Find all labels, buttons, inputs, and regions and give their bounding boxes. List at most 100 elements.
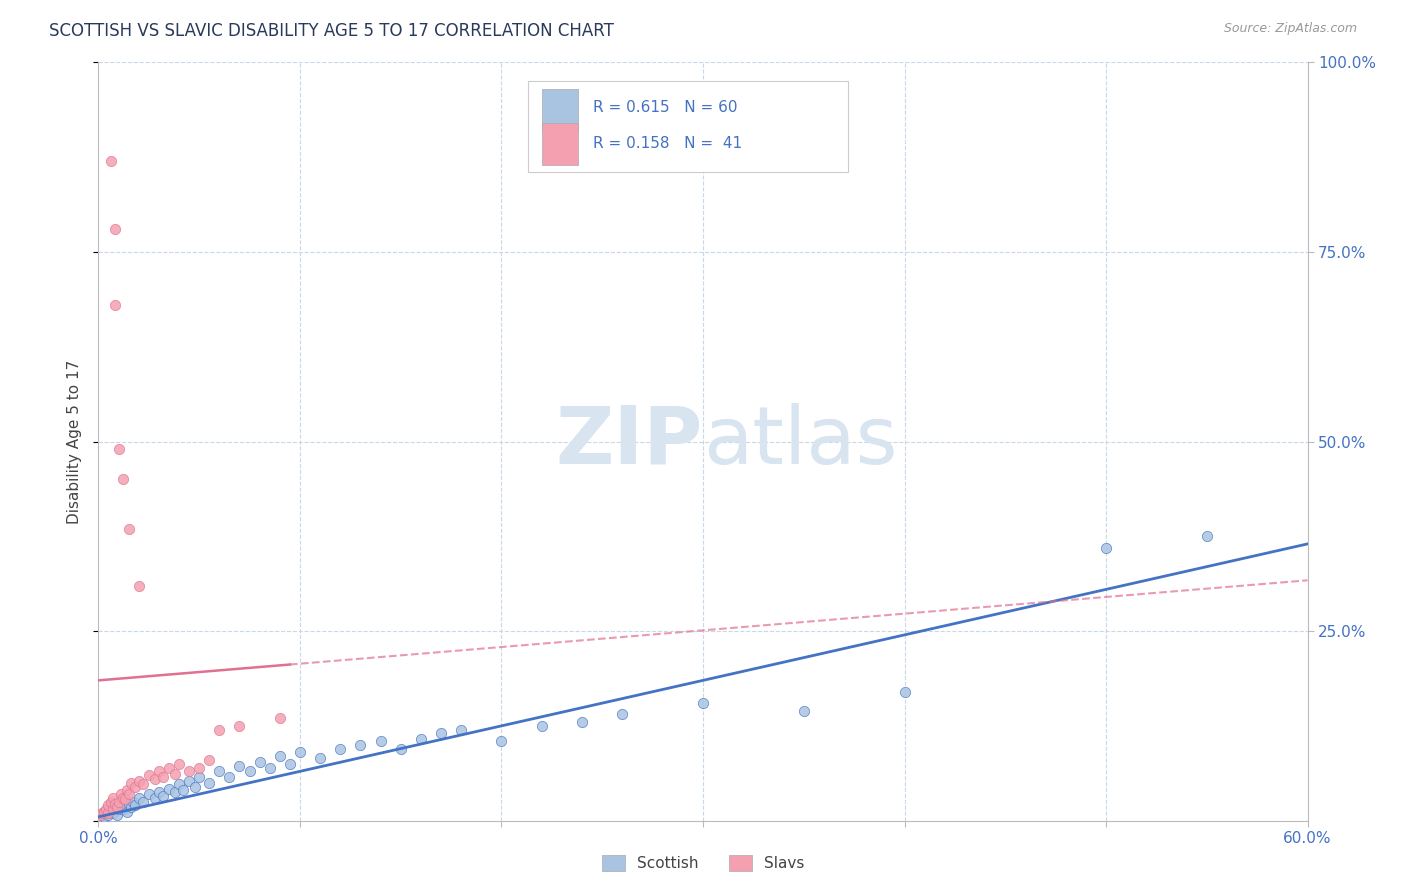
Point (450, 723, 472, 737)
Point (124, 798, 146, 813)
Point (115, 805, 138, 819)
Point (179, 774, 201, 789)
Point (118, 797, 141, 811)
Point (309, 751, 332, 765)
FancyBboxPatch shape (527, 81, 848, 172)
Point (114, 792, 136, 806)
Point (143, 772, 166, 786)
Point (163, 785, 186, 799)
Point (128, 579, 150, 593)
Point (571, 715, 593, 730)
Point (148, 764, 170, 779)
Point (228, 719, 250, 733)
Point (148, 785, 170, 799)
Point (101, 806, 124, 821)
Point (163, 766, 186, 780)
Point (96, 806, 118, 821)
Point (114, 800, 136, 814)
Point (103, 797, 125, 811)
Point (132, 795, 155, 809)
Text: atlas: atlas (703, 402, 897, 481)
Point (111, 802, 134, 816)
Point (239, 764, 262, 779)
Point (172, 783, 194, 797)
Text: R = 0.158   N =  41: R = 0.158 N = 41 (593, 136, 742, 151)
Point (100, 805, 122, 819)
Legend: Scottish, Slavs: Scottish, Slavs (596, 849, 810, 878)
Point (530, 719, 553, 733)
Point (793, 704, 815, 718)
Point (370, 734, 392, 748)
Point (105, 807, 128, 822)
Point (96, 802, 118, 816)
Point (103, 800, 125, 814)
Point (97, 806, 120, 821)
Point (121, 795, 143, 809)
Point (111, 791, 134, 805)
Point (269, 749, 291, 764)
Bar (543, 123, 578, 165)
Point (111, 473, 134, 487)
Point (152, 770, 174, 784)
Point (120, 800, 142, 814)
Point (259, 760, 281, 774)
Point (198, 753, 221, 767)
Point (100, 153, 122, 168)
Point (167, 756, 190, 771)
Point (198, 776, 221, 790)
Point (103, 298, 125, 312)
Point (893, 685, 915, 699)
Y-axis label: Disability Age 5 to 17: Disability Age 5 to 17 (67, 359, 83, 524)
Point (93, 805, 115, 819)
Point (93, 810, 115, 824)
Point (138, 768, 160, 782)
Text: R = 0.615   N = 60: R = 0.615 N = 60 (593, 101, 738, 115)
Point (349, 738, 371, 752)
Point (118, 522, 141, 536)
Point (103, 222, 125, 236)
Point (138, 787, 160, 801)
Point (188, 770, 211, 784)
Point (491, 734, 513, 748)
Point (115, 783, 138, 797)
Point (110, 798, 132, 813)
Point (167, 777, 190, 791)
Point (120, 776, 142, 790)
Point (91, 807, 114, 822)
Point (288, 746, 311, 760)
Point (107, 442, 129, 457)
Point (100, 795, 122, 809)
Point (101, 791, 124, 805)
Point (430, 726, 453, 740)
Point (124, 780, 146, 794)
Text: Source: ZipAtlas.com: Source: ZipAtlas.com (1223, 22, 1357, 36)
Point (101, 802, 124, 816)
Text: SCOTTISH VS SLAVIC DISABILITY AGE 5 TO 17 CORRELATION CHART: SCOTTISH VS SLAVIC DISABILITY AGE 5 TO 1… (49, 22, 614, 40)
Point (218, 770, 240, 784)
Point (1195, 529, 1218, 543)
Point (97, 807, 120, 822)
Point (692, 696, 714, 710)
Point (93, 805, 115, 819)
Point (97, 802, 120, 816)
Point (105, 800, 128, 814)
Point (1095, 541, 1118, 555)
Point (128, 791, 150, 805)
Point (157, 781, 180, 796)
Point (389, 741, 412, 756)
Point (228, 759, 250, 773)
Point (184, 780, 207, 794)
Point (107, 795, 129, 809)
Point (208, 764, 231, 779)
Point (269, 711, 291, 725)
Point (118, 787, 141, 801)
Point (89, 810, 111, 824)
Bar (543, 89, 578, 130)
Point (179, 764, 201, 779)
Point (208, 723, 231, 737)
Point (128, 774, 150, 789)
Point (612, 707, 634, 722)
Point (152, 789, 174, 804)
Point (132, 777, 155, 791)
Point (143, 791, 166, 805)
